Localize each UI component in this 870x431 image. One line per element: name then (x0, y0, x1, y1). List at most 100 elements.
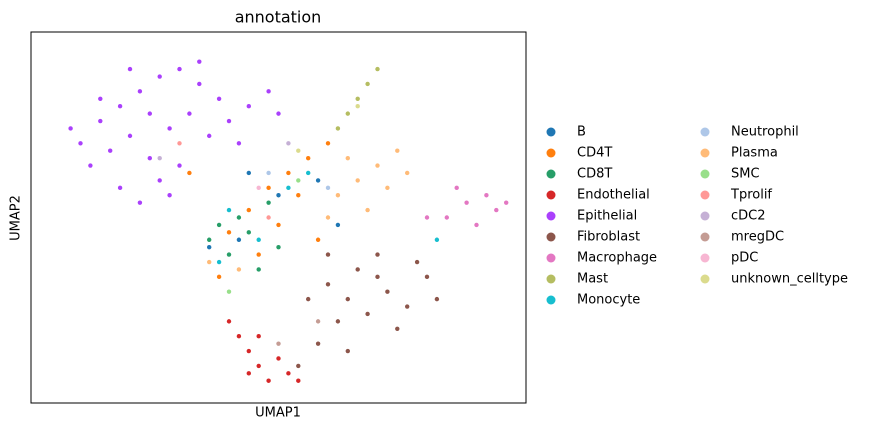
point (236, 215, 242, 220)
point (395, 148, 400, 153)
point (157, 74, 162, 79)
point (226, 319, 232, 324)
point (266, 89, 271, 94)
point (296, 378, 301, 383)
point (306, 296, 311, 302)
legend-label: CD8T (577, 167, 612, 182)
point (276, 222, 281, 228)
legend-marker (700, 232, 710, 242)
point (108, 148, 113, 153)
legend-label: Mast (577, 272, 608, 287)
point (137, 89, 143, 94)
legend-label: Plasma (731, 146, 778, 161)
point (256, 252, 261, 257)
point (167, 193, 172, 198)
point (296, 193, 301, 198)
point (207, 259, 212, 265)
points (68, 59, 509, 383)
point (266, 200, 271, 205)
point (88, 163, 93, 168)
point (355, 267, 360, 272)
point (286, 371, 291, 376)
legend-marker (700, 190, 710, 200)
point (216, 96, 222, 101)
point (325, 282, 331, 287)
point (424, 274, 430, 280)
point (355, 104, 360, 109)
point (385, 289, 390, 294)
point (345, 296, 350, 302)
point (335, 319, 341, 324)
point (494, 207, 499, 213)
point (306, 155, 311, 161)
point (167, 126, 172, 131)
point (454, 185, 459, 191)
point (444, 215, 449, 220)
legend-label: Tprolif (730, 188, 772, 203)
point (286, 185, 291, 191)
point (266, 170, 271, 176)
point (127, 66, 133, 72)
legend-label: Monocyte (577, 293, 640, 308)
point (266, 378, 271, 383)
legend-marker (546, 211, 556, 221)
legend-marker (700, 169, 710, 179)
legend-marker (546, 127, 556, 137)
point (256, 185, 261, 191)
point (256, 363, 261, 369)
legend-label: Fibroblast (577, 230, 640, 245)
point (226, 230, 232, 235)
point (216, 222, 222, 228)
point (266, 185, 271, 191)
point (405, 304, 410, 309)
point (296, 178, 301, 183)
legend-marker (546, 253, 556, 263)
point (256, 334, 261, 339)
point (246, 207, 251, 213)
point (365, 311, 370, 317)
point (504, 200, 509, 205)
point (335, 126, 341, 131)
point (325, 252, 331, 257)
point (474, 222, 479, 228)
point (226, 289, 232, 294)
y-axis-label: UMAP2 (9, 195, 24, 241)
point (375, 163, 380, 168)
point (484, 193, 489, 198)
legend-label: Epithelial (577, 209, 637, 224)
legend-label: CD4T (577, 146, 612, 161)
point (325, 185, 331, 191)
point (434, 296, 440, 302)
point (177, 141, 182, 146)
point (434, 237, 440, 242)
point (276, 244, 281, 250)
legend-label: B (577, 125, 586, 140)
point (335, 222, 341, 228)
legend-marker (546, 295, 556, 305)
point (226, 207, 232, 213)
legend-marker (546, 190, 556, 200)
legend-label: unknown_celltype (731, 272, 848, 287)
point (355, 96, 360, 101)
legend-label: Neutrophil (731, 125, 799, 140)
point (216, 274, 222, 280)
point (464, 200, 469, 205)
point (315, 341, 321, 346)
point (236, 267, 242, 272)
point (187, 170, 192, 176)
legend-marker (546, 148, 556, 158)
plot-frame (30, 31, 527, 404)
point (117, 185, 123, 191)
point (226, 252, 232, 257)
point (216, 259, 222, 265)
point (375, 252, 380, 257)
point (177, 66, 182, 72)
point (296, 363, 301, 369)
point (236, 141, 242, 146)
point (286, 170, 291, 176)
point (385, 185, 390, 191)
point (345, 348, 350, 354)
point (365, 81, 370, 87)
point (375, 66, 380, 72)
